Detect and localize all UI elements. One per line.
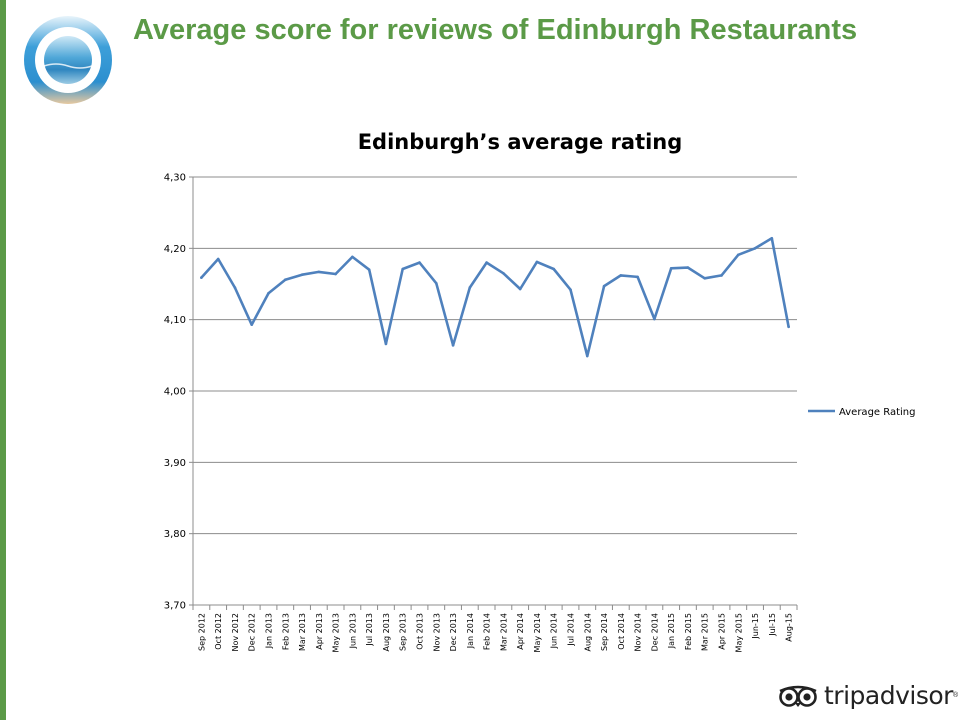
data-point (736, 253, 740, 257)
chart-title: Edinburgh’s average rating (357, 130, 683, 154)
data-point (434, 281, 438, 285)
slide-title: Average score for reviews of Edinburgh R… (133, 14, 858, 46)
x-tick-label: Aug-15 (785, 613, 794, 642)
x-tick-label: Oct 2012 (214, 613, 223, 650)
x-tick-label: Nov 2012 (231, 613, 240, 652)
data-point (300, 273, 304, 277)
x-tick-label: May 2014 (533, 613, 542, 652)
blue-ring-beach-logo (20, 14, 116, 106)
data-point (720, 274, 723, 277)
x-tick-label: Jan 2014 (466, 613, 475, 649)
x-tick-label: Feb 2015 (684, 613, 693, 650)
data-point (384, 342, 388, 346)
data-point (233, 286, 237, 289)
data-point (619, 274, 623, 277)
data-point (535, 260, 539, 264)
data-point (367, 268, 371, 272)
data-point (669, 267, 673, 270)
x-tick-label: Sep 2012 (197, 613, 206, 651)
x-tick-label: Dec 2014 (650, 613, 659, 651)
data-point (787, 325, 790, 329)
x-tick-label: Jun-15 (751, 613, 760, 640)
data-point (703, 276, 707, 280)
slide-accent-bar (0, 0, 6, 720)
data-point (317, 270, 321, 274)
x-tick-label: Apr 2013 (315, 613, 324, 650)
x-tick-label: Feb 2013 (281, 613, 290, 650)
x-tick-label: Mar 2015 (701, 613, 710, 651)
x-tick-label: Mar 2014 (499, 613, 508, 651)
data-point (334, 272, 337, 276)
y-tick-label: 3,90 (164, 458, 186, 469)
data-point (485, 261, 488, 264)
data-point (502, 272, 505, 275)
x-tick-label: May 2015 (734, 613, 743, 652)
data-point (250, 323, 254, 326)
data-point (770, 237, 774, 240)
x-tick-label: Oct 2014 (617, 613, 626, 650)
x-tick-label: Dec 2012 (248, 613, 257, 651)
x-tick-label: May 2013 (332, 613, 341, 652)
data-point (602, 284, 606, 288)
data-point (351, 255, 354, 259)
brand-registered-mark: ® (952, 691, 959, 699)
data-point (569, 288, 572, 292)
data-point (418, 261, 421, 264)
data-point (401, 267, 405, 271)
data-point (283, 278, 287, 282)
data-point (216, 257, 220, 261)
x-tick-label: Mar 2013 (298, 613, 307, 651)
x-tick-label: Jun 2014 (550, 613, 559, 649)
data-point (518, 287, 522, 291)
owl-eyes-icon (779, 685, 817, 707)
y-tick-label: 3,70 (164, 601, 186, 612)
x-tick-label: Apr 2015 (718, 613, 727, 650)
y-tick-label: 4,20 (164, 244, 186, 255)
x-tick-label: Jan 2015 (667, 613, 676, 649)
data-point (200, 276, 203, 279)
data-point (451, 344, 455, 347)
series-line (200, 237, 790, 358)
y-tick-label: 4,30 (164, 173, 186, 184)
x-tick-label: Feb 2014 (483, 613, 492, 650)
x-tick-label: Aug 2014 (583, 613, 592, 652)
x-tick-label: Aug 2013 (382, 613, 391, 652)
x-tick-label: Nov 2014 (634, 613, 643, 652)
x-tick-label: Oct 2013 (416, 613, 425, 650)
y-tick-label: 4,00 (164, 387, 186, 398)
x-tick-label: Jul-15 (768, 613, 777, 637)
legend-label: Average Rating (839, 407, 915, 418)
y-tick-label: 3,80 (164, 529, 186, 540)
data-point (686, 266, 690, 269)
data-point (552, 267, 556, 271)
x-tick-label: Sep 2014 (600, 613, 609, 651)
tripadvisor-brand: tripadvisor ® (776, 680, 958, 710)
data-point (753, 247, 757, 250)
x-tick-label: Jun 2013 (348, 613, 357, 649)
data-point (468, 286, 472, 289)
x-tick-label: Jan 2013 (265, 613, 274, 649)
data-point (653, 317, 656, 321)
x-tick-label: Dec 2013 (449, 613, 458, 651)
y-tick-label: 4,10 (164, 315, 186, 326)
x-tick-label: Nov 2013 (432, 613, 441, 652)
data-point (585, 354, 589, 358)
x-tick-label: Apr 2014 (516, 613, 525, 650)
brand-name: tripadvisor (824, 680, 953, 710)
data-point (267, 291, 270, 295)
x-tick-label: Jul 2013 (365, 613, 374, 647)
x-tick-label: Sep 2013 (399, 613, 408, 651)
x-tick-label: Jul 2014 (567, 613, 576, 647)
data-point (636, 275, 639, 279)
